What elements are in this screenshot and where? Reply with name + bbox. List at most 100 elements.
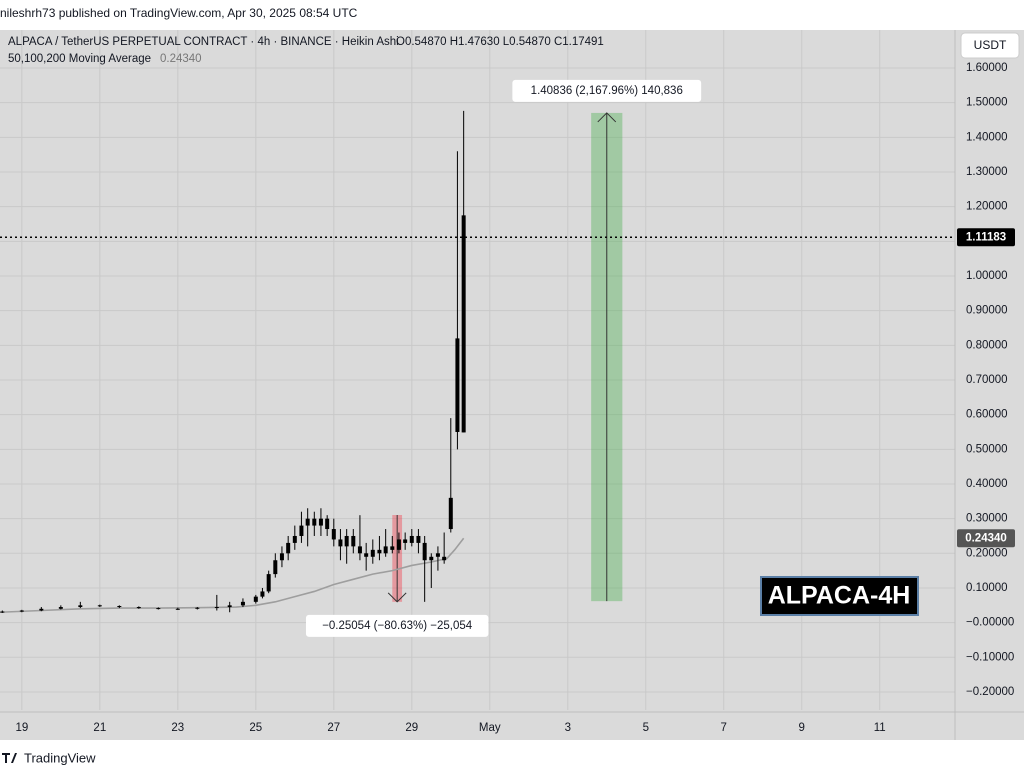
- published-text: nileshrh73 published on TradingView.com,…: [0, 6, 358, 20]
- y-tick-label: 1.40000: [966, 131, 1008, 143]
- x-tick-label: 5: [643, 722, 649, 734]
- x-tick-label: 27: [327, 722, 340, 734]
- y-tick-label: −0.20000: [966, 686, 1014, 698]
- y-tick-label: 0.70000: [966, 374, 1008, 386]
- moving-average-line: [0, 537, 465, 614]
- ma-tag: [957, 529, 1015, 548]
- candle-body: [325, 518, 330, 530]
- y-tick-label: 0.80000: [966, 339, 1008, 351]
- x-tick-label: 3: [565, 722, 571, 734]
- candle-body: [299, 525, 304, 536]
- candle-body: [260, 591, 265, 597]
- candle-body: [344, 535, 349, 547]
- candle-body: [240, 601, 245, 606]
- x-tick-label: 7: [721, 722, 727, 734]
- candle-body: [370, 549, 375, 557]
- candle-body: [175, 608, 180, 610]
- candle-body: [305, 518, 310, 526]
- price-tag-label: 1.11183: [966, 231, 1006, 243]
- brand-logo: [2, 753, 17, 763]
- candle-body: [351, 535, 356, 547]
- candle-body: [442, 556, 447, 561]
- y-tick-label: 0.10000: [966, 582, 1008, 594]
- ma-value: 0.24340: [160, 53, 202, 65]
- y-tick-label: 1.20000: [966, 201, 1008, 213]
- y-tick-label: 0.40000: [966, 478, 1008, 490]
- y-tick-label: −0.00000: [966, 617, 1014, 629]
- candle-body: [312, 518, 317, 526]
- candle-body: [448, 497, 453, 530]
- candle-body: [416, 535, 421, 543]
- candle-body: [97, 605, 102, 607]
- candle-body: [58, 607, 63, 609]
- candle-body: [422, 542, 427, 561]
- watermark-box: [760, 576, 919, 616]
- y-tick-label: 1.60000: [966, 62, 1008, 74]
- candle-body: [292, 535, 297, 543]
- y-tick-label: 0.50000: [966, 443, 1008, 455]
- currency-button[interactable]: [960, 32, 1020, 59]
- candle-body: [19, 610, 24, 612]
- y-tick-label: 0.20000: [966, 547, 1008, 559]
- candle-body: [214, 607, 219, 609]
- candle-body: [39, 608, 44, 611]
- candle-body: [331, 529, 336, 540]
- candle-body: [227, 605, 232, 608]
- candle-body: [435, 553, 440, 557]
- watermark: ALPACA-4H: [768, 582, 911, 610]
- candle-body: [377, 549, 382, 554]
- measure-arrowhead: [387, 592, 407, 603]
- measure-label-box: [305, 614, 489, 637]
- candle-body: [78, 605, 83, 608]
- candle-body: [455, 338, 460, 432]
- price-tag: [957, 228, 1015, 247]
- x-tick-label: 9: [799, 722, 805, 734]
- candle-body: [273, 560, 278, 575]
- candle-body: [156, 608, 161, 610]
- x-tick-label: 19: [15, 722, 28, 734]
- x-tick-label: May: [479, 722, 501, 734]
- candle-body: [409, 535, 414, 543]
- candle-body: [461, 215, 466, 433]
- x-tick-label: 25: [249, 722, 262, 734]
- x-tick-label: 23: [171, 722, 184, 734]
- candle-body: [266, 574, 271, 592]
- ohlc-text: O0.54870 H1.47630 L0.54870 C1.17491: [396, 36, 604, 48]
- x-tick-label: 21: [93, 722, 106, 734]
- y-tick-label: −0.10000: [966, 651, 1014, 663]
- symbol-title: ALPACA / TetherUS PERPETUAL CONTRACT · 4…: [8, 36, 399, 48]
- currency-label[interactable]: USDT: [974, 38, 1007, 52]
- candle-body: [253, 596, 258, 602]
- candle-body: [136, 607, 141, 609]
- candle-body: [338, 539, 343, 547]
- candle-body: [357, 546, 362, 554]
- candle-body: [117, 606, 122, 608]
- candle-body: [429, 556, 434, 561]
- ma-name: 50,100,200 Moving Average: [8, 53, 151, 65]
- candle-body: [403, 539, 408, 543]
- candle-body: [364, 553, 369, 557]
- chart-background: [0, 30, 1024, 740]
- measure-label: 1.40836 (2,167.96%) 140,836: [531, 85, 683, 97]
- x-tick-label: 11: [874, 722, 886, 734]
- candle-body: [390, 546, 395, 550]
- plot: 1.40836 (2,167.96%) 140,836 −0.25054 (−80…: [0, 79, 955, 637]
- measure-arrowhead: [597, 112, 617, 123]
- y-tick-label: 1.00000: [966, 270, 1008, 282]
- candle-body: [396, 539, 401, 550]
- candle-body: [383, 546, 388, 554]
- y-tick-label: 0.30000: [966, 513, 1008, 525]
- candle-body: [0, 611, 5, 613]
- measure-label-box: [512, 79, 702, 102]
- y-tick-label: 1.50000: [966, 97, 1008, 109]
- candle-body: [195, 607, 200, 609]
- candle-body: [286, 542, 291, 554]
- brand: TradingView: [24, 750, 96, 765]
- y-tick-label: 1.30000: [966, 166, 1008, 178]
- candle-body: [279, 553, 284, 561]
- x-tick-label: 29: [405, 722, 418, 734]
- ma-tag-label: 0.24340: [965, 532, 1007, 544]
- y-tick-label: 0.90000: [966, 305, 1008, 317]
